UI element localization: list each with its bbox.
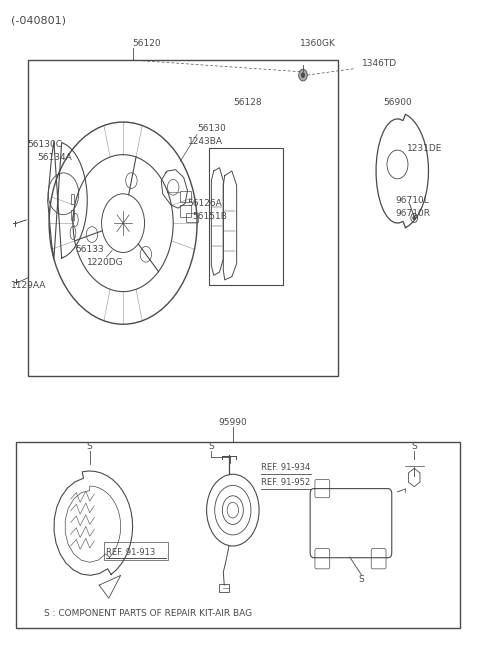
Text: 56900: 56900 — [383, 98, 412, 107]
Bar — [186, 214, 198, 223]
Text: 56130: 56130 — [197, 124, 226, 133]
Text: 96710R: 96710R — [395, 209, 430, 218]
Bar — [209, 148, 283, 285]
Text: 56130C: 56130C — [28, 140, 62, 149]
Text: S : COMPONENT PARTS OF REPAIR KIT-AIR BAG: S : COMPONENT PARTS OF REPAIR KIT-AIR BA… — [44, 608, 252, 618]
Text: 56126A: 56126A — [188, 199, 222, 208]
Circle shape — [413, 216, 416, 220]
Text: 56151B: 56151B — [192, 212, 227, 221]
Bar — [219, 584, 229, 591]
Bar — [71, 210, 74, 220]
Bar — [180, 205, 191, 217]
Circle shape — [301, 73, 305, 78]
Text: 1231DE: 1231DE — [407, 143, 443, 153]
Text: 1129AA: 1129AA — [11, 280, 46, 290]
Text: REF. 91-934: REF. 91-934 — [262, 463, 311, 472]
Text: 95990: 95990 — [218, 418, 247, 426]
Text: S: S — [87, 441, 93, 451]
Text: 56128: 56128 — [233, 98, 262, 107]
Bar — [71, 194, 74, 204]
Text: S: S — [208, 441, 214, 451]
Bar — [104, 542, 168, 560]
Text: 1346TD: 1346TD — [362, 59, 397, 68]
Bar — [16, 441, 459, 627]
Text: S: S — [411, 441, 417, 451]
Circle shape — [299, 69, 307, 81]
Text: 96710L: 96710L — [395, 196, 429, 205]
Text: 1243BA: 1243BA — [188, 137, 223, 146]
Text: 1220DG: 1220DG — [87, 258, 124, 267]
Text: 56120: 56120 — [132, 39, 161, 48]
Text: 56134A: 56134A — [37, 153, 72, 162]
Text: 56133: 56133 — [75, 245, 104, 253]
Text: 1360GK: 1360GK — [300, 39, 336, 48]
Text: S: S — [359, 575, 365, 584]
Text: (-040801): (-040801) — [11, 16, 66, 26]
Bar — [28, 60, 338, 377]
Text: REF. 91-913: REF. 91-913 — [107, 548, 156, 557]
Bar — [180, 191, 191, 202]
Text: REF. 91-952: REF. 91-952 — [262, 478, 311, 487]
